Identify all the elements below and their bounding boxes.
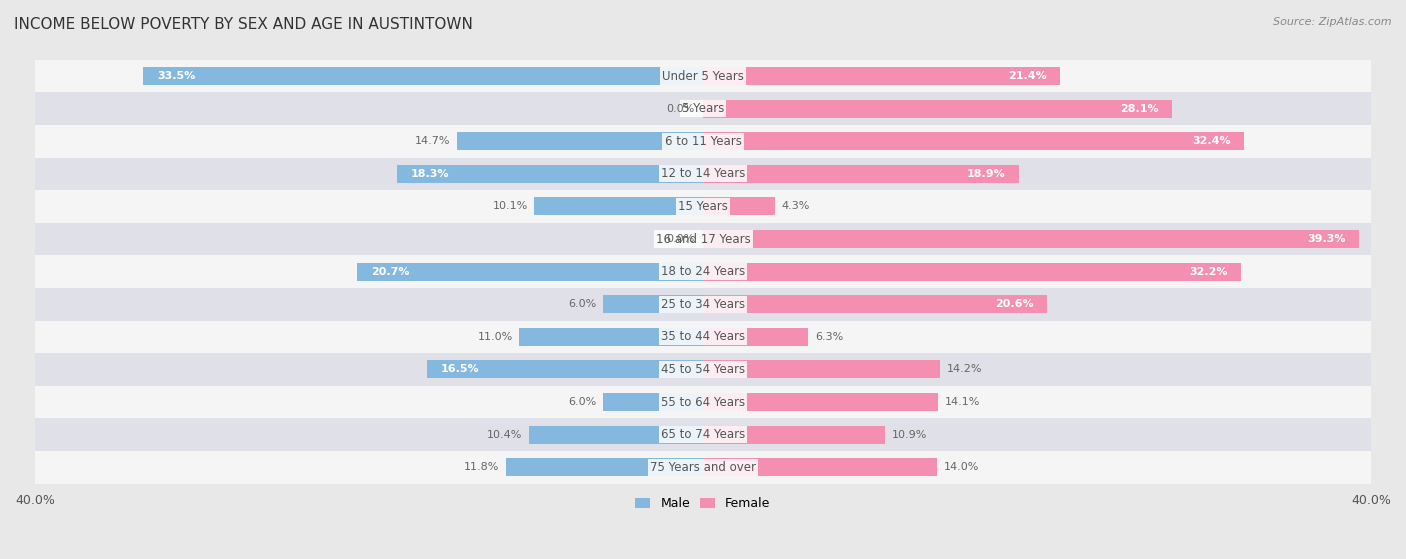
Bar: [703, 361, 941, 378]
Bar: [703, 426, 884, 444]
Text: 32.2%: 32.2%: [1189, 267, 1227, 277]
Text: 65 to 74 Years: 65 to 74 Years: [661, 428, 745, 441]
Text: 28.1%: 28.1%: [1121, 103, 1159, 113]
Text: Under 5 Years: Under 5 Years: [662, 69, 744, 83]
Text: 14.0%: 14.0%: [943, 462, 979, 472]
Text: 55 to 64 Years: 55 to 64 Years: [661, 396, 745, 409]
Bar: [519, 328, 703, 346]
Bar: [35, 353, 1371, 386]
Bar: [35, 288, 1371, 320]
Text: 12 to 14 Years: 12 to 14 Years: [661, 167, 745, 181]
Text: 14.2%: 14.2%: [946, 364, 983, 375]
Bar: [398, 165, 703, 183]
Text: 6.0%: 6.0%: [568, 299, 596, 309]
Text: INCOME BELOW POVERTY BY SEX AND AGE IN AUSTINTOWN: INCOME BELOW POVERTY BY SEX AND AGE IN A…: [14, 17, 472, 32]
Bar: [35, 60, 1371, 92]
Text: 11.8%: 11.8%: [464, 462, 499, 472]
Bar: [506, 458, 703, 476]
Text: 33.5%: 33.5%: [157, 71, 195, 81]
Text: 0.0%: 0.0%: [666, 234, 695, 244]
Text: 15 Years: 15 Years: [678, 200, 728, 213]
Text: 18.3%: 18.3%: [411, 169, 450, 179]
Text: Source: ZipAtlas.com: Source: ZipAtlas.com: [1274, 17, 1392, 27]
Bar: [603, 295, 703, 313]
Bar: [35, 451, 1371, 484]
Bar: [143, 67, 703, 85]
Bar: [457, 132, 703, 150]
Bar: [35, 158, 1371, 190]
Text: 18 to 24 Years: 18 to 24 Years: [661, 265, 745, 278]
Bar: [703, 328, 808, 346]
Text: 10.4%: 10.4%: [488, 430, 523, 440]
Bar: [703, 263, 1240, 281]
Text: 45 to 54 Years: 45 to 54 Years: [661, 363, 745, 376]
Text: 20.6%: 20.6%: [995, 299, 1033, 309]
Text: 75 Years and over: 75 Years and over: [650, 461, 756, 474]
Bar: [357, 263, 703, 281]
Text: 6.3%: 6.3%: [815, 332, 844, 342]
Bar: [35, 92, 1371, 125]
Bar: [35, 190, 1371, 222]
Bar: [703, 197, 775, 215]
Text: 6.0%: 6.0%: [568, 397, 596, 407]
Legend: Male, Female: Male, Female: [630, 492, 776, 515]
Text: 32.4%: 32.4%: [1192, 136, 1230, 146]
Bar: [35, 386, 1371, 418]
Text: 11.0%: 11.0%: [478, 332, 513, 342]
Text: 16.5%: 16.5%: [441, 364, 479, 375]
Bar: [703, 230, 1360, 248]
Bar: [603, 393, 703, 411]
Text: 4.3%: 4.3%: [782, 201, 810, 211]
Bar: [35, 222, 1371, 255]
Text: 16 and 17 Years: 16 and 17 Years: [655, 233, 751, 245]
Text: 10.9%: 10.9%: [891, 430, 927, 440]
Text: 39.3%: 39.3%: [1308, 234, 1346, 244]
Bar: [534, 197, 703, 215]
Bar: [529, 426, 703, 444]
Bar: [703, 100, 1173, 117]
Bar: [35, 255, 1371, 288]
Text: 21.4%: 21.4%: [1008, 71, 1047, 81]
Text: 14.1%: 14.1%: [945, 397, 980, 407]
Text: 10.1%: 10.1%: [492, 201, 527, 211]
Text: 18.9%: 18.9%: [966, 169, 1005, 179]
Bar: [427, 361, 703, 378]
Text: 14.7%: 14.7%: [415, 136, 451, 146]
Text: 20.7%: 20.7%: [371, 267, 409, 277]
Bar: [35, 320, 1371, 353]
Bar: [703, 67, 1060, 85]
Text: 6 to 11 Years: 6 to 11 Years: [665, 135, 741, 148]
Text: 35 to 44 Years: 35 to 44 Years: [661, 330, 745, 343]
Bar: [703, 458, 936, 476]
Text: 0.0%: 0.0%: [666, 103, 695, 113]
Bar: [703, 132, 1244, 150]
Bar: [35, 418, 1371, 451]
Text: 5 Years: 5 Years: [682, 102, 724, 115]
Bar: [703, 295, 1047, 313]
Bar: [35, 125, 1371, 158]
Bar: [703, 393, 938, 411]
Text: 25 to 34 Years: 25 to 34 Years: [661, 298, 745, 311]
Bar: [703, 165, 1019, 183]
